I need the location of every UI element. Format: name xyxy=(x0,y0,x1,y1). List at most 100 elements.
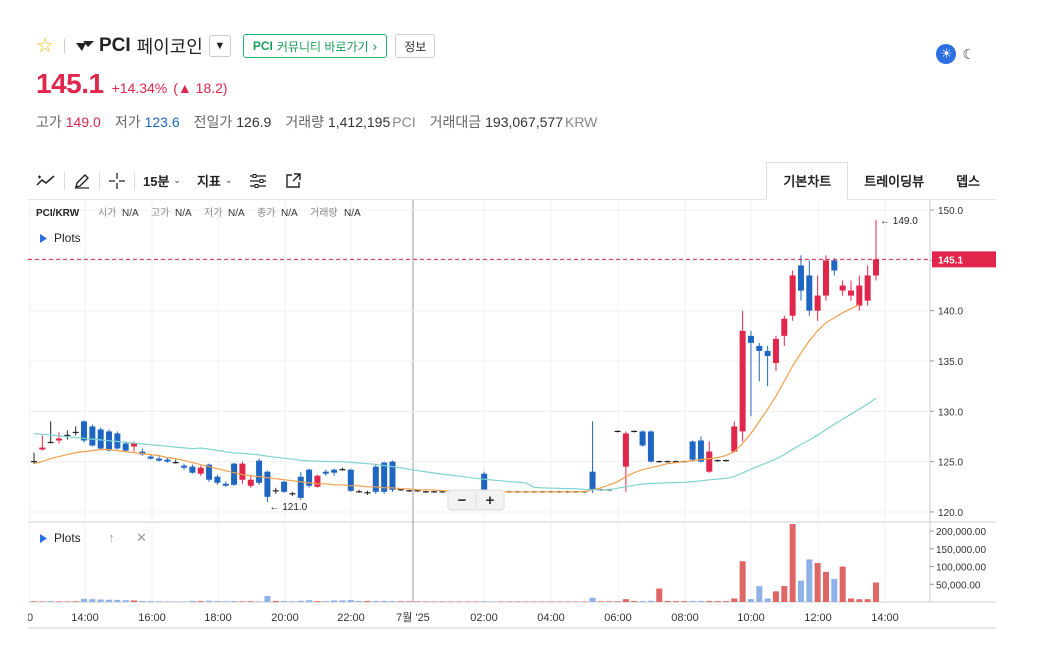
current-price: 145.1 xyxy=(36,68,104,99)
volume-bar xyxy=(622,599,629,602)
zoom-out-icon[interactable]: − xyxy=(458,492,467,509)
chart-area[interactable]: 0 14:00 16:00 18:00 20:00 22:00 7월 '25 02:00 04:… xyxy=(27,200,996,630)
volume-bar xyxy=(797,580,804,602)
candle-body xyxy=(264,471,271,497)
draw-tool-button[interactable] xyxy=(65,162,99,200)
volume-bar xyxy=(214,601,221,602)
candle-body xyxy=(789,275,796,316)
volume-bar xyxy=(256,601,263,602)
time-tick-label: 10:00 xyxy=(737,612,765,624)
divider xyxy=(134,171,135,190)
stat-value: 149.0 xyxy=(65,114,101,130)
volume-bar xyxy=(647,600,654,602)
candle-body xyxy=(197,467,204,474)
volume-bar xyxy=(747,599,754,602)
candle-body xyxy=(131,443,138,447)
close-pane-icon[interactable]: ✕ xyxy=(136,530,147,545)
candle-body xyxy=(839,285,846,291)
candle-body xyxy=(806,275,813,311)
info-button[interactable]: 정보 xyxy=(395,34,436,58)
candle-body xyxy=(81,421,88,441)
volume-bar xyxy=(506,601,513,602)
divider xyxy=(99,171,100,190)
low-price-marker: ← 121.0 xyxy=(269,502,307,513)
candle-body xyxy=(39,447,46,450)
plots-toggle[interactable]: Plots xyxy=(54,231,81,245)
divider xyxy=(64,171,65,190)
stat-item: 거래량 1,412,195 PCI xyxy=(285,112,415,132)
crosshair-button[interactable] xyxy=(100,162,134,200)
candle-body xyxy=(189,466,196,473)
ohlc-legend-label: 종가 xyxy=(257,207,275,219)
volume-bar xyxy=(289,601,296,602)
time-tick-label: 12:00 xyxy=(804,612,832,624)
candle-body xyxy=(797,265,804,291)
candle-body xyxy=(781,318,788,336)
stat-label: 전일가 xyxy=(193,114,233,130)
time-tick-label: 06:00 xyxy=(604,612,632,624)
candle-body xyxy=(122,443,129,451)
volume-tick-label: 100,000.00 xyxy=(936,563,986,574)
volume-bar xyxy=(739,561,746,602)
time-tick-label: 0 xyxy=(28,612,33,624)
payprotocol-logo-icon xyxy=(75,41,94,51)
candle-body xyxy=(831,260,838,271)
volume-bar xyxy=(781,586,788,602)
high-price-marker: ← 149.0 xyxy=(880,216,918,227)
volume-bar xyxy=(789,524,796,602)
expand-triangle-icon[interactable] xyxy=(40,534,47,543)
candle-body xyxy=(89,426,96,446)
coin-select-dropdown[interactable]: ▼ xyxy=(208,35,231,57)
time-tick-label: 7월 '25 xyxy=(396,611,430,624)
interval-dropdown[interactable]: 15분 ⌄ xyxy=(135,162,189,200)
candle-body xyxy=(314,475,321,487)
candle-body xyxy=(689,441,696,460)
theme-toggle[interactable]: ☀ ☾ xyxy=(936,44,975,64)
volume-bar xyxy=(381,600,388,602)
time-tick-label: 14:00 xyxy=(871,612,899,624)
volume-plots-toggle[interactable]: Plots xyxy=(54,531,81,545)
candle-body xyxy=(872,259,880,276)
tab-tradingview[interactable]: 트레이딩뷰 xyxy=(864,174,925,189)
moon-icon[interactable]: ☾ xyxy=(962,45,975,62)
indicator-dropdown[interactable]: 지표 ⌄ xyxy=(189,162,240,200)
popout-button[interactable] xyxy=(276,162,310,200)
candle-body xyxy=(231,463,238,485)
sun-icon[interactable]: ☀ xyxy=(936,44,957,64)
candle-body xyxy=(772,338,779,364)
volume-bar xyxy=(497,601,504,602)
candle-body xyxy=(639,431,646,446)
community-link-button[interactable]: PCI 커뮤니티 바로가기 › xyxy=(242,34,388,58)
price-chart[interactable]: 0 14:00 16:00 18:00 20:00 22:00 7월 '25 02:00 04:… xyxy=(27,200,996,630)
tab-depth[interactable]: 뎁스 xyxy=(956,174,980,189)
candle-body xyxy=(281,481,288,492)
volume-bar xyxy=(30,601,38,602)
stat-label: 저가 xyxy=(114,114,141,130)
volume-bar xyxy=(822,571,829,602)
coin-symbol: PCI xyxy=(98,35,131,56)
volume-bar xyxy=(356,600,363,602)
volume-bar xyxy=(447,601,454,602)
trend-line-tool-button[interactable] xyxy=(28,162,64,200)
zoom-in-icon[interactable]: + xyxy=(486,492,495,509)
pencil-icon xyxy=(75,173,89,189)
stat-item: 저가 123.6 xyxy=(115,112,180,132)
price-tick-label: 125.0 xyxy=(938,458,963,469)
candle-body xyxy=(381,462,388,492)
volume-bar xyxy=(189,600,196,602)
volume-bar xyxy=(264,595,271,602)
candle-body xyxy=(247,479,254,486)
expand-triangle-icon[interactable] xyxy=(40,234,47,243)
favorite-star-icon[interactable]: ☆ xyxy=(36,35,54,57)
chart-settings-button[interactable] xyxy=(240,162,276,200)
volume-bar xyxy=(406,601,413,602)
divider xyxy=(63,39,65,53)
tab-basic-chart[interactable]: 기본차트 xyxy=(766,161,849,200)
move-up-icon[interactable]: ↑ xyxy=(108,530,115,545)
ohlc-legend-value: N/A xyxy=(175,208,192,219)
candle-body xyxy=(331,469,338,473)
volume-bar xyxy=(389,601,396,602)
volume-tick-label: 200,000.00 xyxy=(936,527,986,538)
volume-bar xyxy=(131,600,138,602)
stat-unit: KRW xyxy=(564,114,598,130)
